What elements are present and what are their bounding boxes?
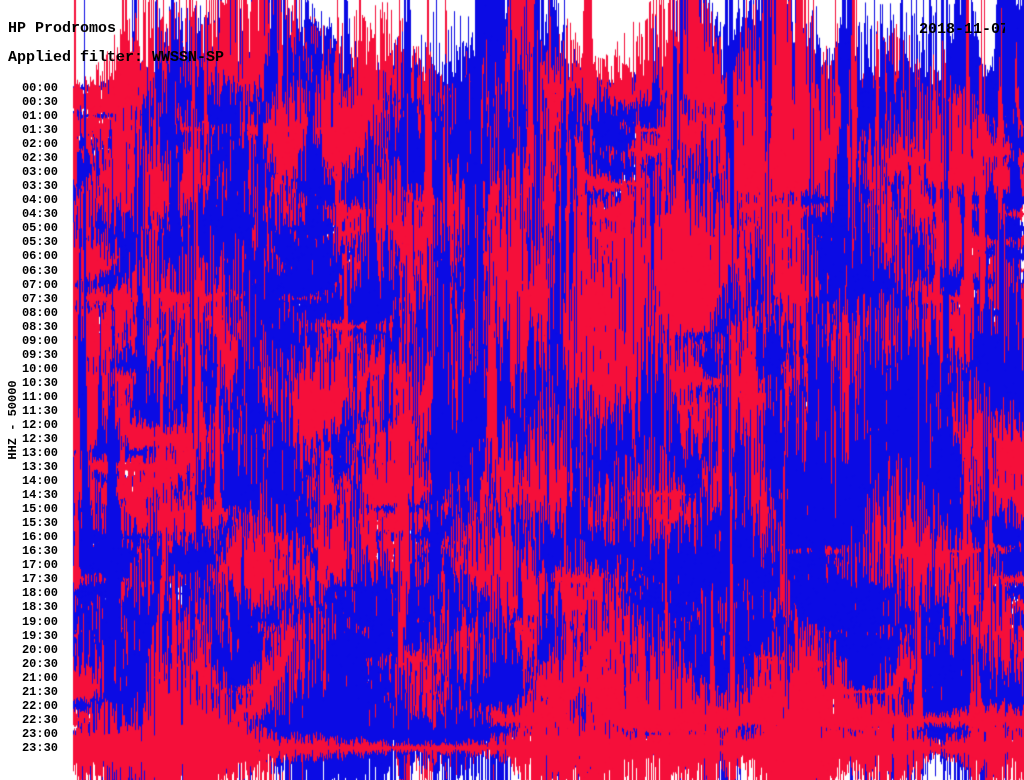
time-label: 04:00 <box>21 193 58 208</box>
time-label: 10:00 <box>21 361 58 376</box>
time-label: 08:30 <box>21 319 58 334</box>
time-label: 00:00 <box>21 81 58 95</box>
time-label: 06:30 <box>21 263 58 278</box>
time-label: 13:00 <box>21 446 58 461</box>
time-label: 17:30 <box>21 572 58 587</box>
time-label: 20:00 <box>21 642 58 657</box>
time-label: 07:00 <box>21 277 58 292</box>
time-label: 09:00 <box>21 333 58 348</box>
time-label: 07:30 <box>21 291 58 306</box>
time-label: 10:30 <box>21 375 58 390</box>
time-label: 22:30 <box>21 712 58 727</box>
time-label: 02:00 <box>21 137 58 152</box>
time-label: 21:00 <box>21 670 58 685</box>
time-label: 23:30 <box>21 740 58 755</box>
time-label: 09:30 <box>21 347 58 362</box>
time-label: 11:30 <box>21 403 58 418</box>
time-label: 13:30 <box>21 460 58 475</box>
time-label: 03:00 <box>21 165 58 180</box>
time-label: 00:30 <box>21 95 58 110</box>
time-label: 21:30 <box>21 684 58 699</box>
time-label: 04:30 <box>21 207 58 222</box>
time-label: 19:30 <box>21 628 58 643</box>
applied-filter-label: Applied filter: WWSSN-SP <box>8 49 225 66</box>
time-label: 15:30 <box>21 516 58 531</box>
time-label: 12:30 <box>21 432 58 446</box>
time-label: 14:30 <box>21 488 58 503</box>
time-label: 17:00 <box>21 558 58 573</box>
time-label: 06:00 <box>21 249 58 264</box>
time-label: 22:00 <box>21 698 58 713</box>
time-label: 16:00 <box>21 530 58 545</box>
station-title: HP Prodromos <box>8 20 117 37</box>
date-label: 2018-11-07 <box>919 22 1005 37</box>
time-label: 18:00 <box>21 586 58 601</box>
time-label: 18:30 <box>21 600 58 615</box>
time-label: 11:00 <box>21 389 58 404</box>
time-label: 05:30 <box>21 235 58 250</box>
time-axis: 00:00 00:30 01:00 01:30 02:00 02:30 03:00 03:30… <box>0 0 62 780</box>
time-label: 05:00 <box>21 221 58 236</box>
time-label: 01:30 <box>21 123 58 138</box>
time-label: 19:00 <box>21 614 58 629</box>
time-label: 16:30 <box>21 544 58 559</box>
time-label: 14:00 <box>21 474 58 489</box>
time-label: 23:00 <box>21 726 58 741</box>
time-label: 08:00 <box>21 305 58 320</box>
time-label: 02:30 <box>21 151 58 166</box>
time-label: 20:30 <box>21 656 58 671</box>
time-label: 03:30 <box>21 179 58 194</box>
time-label: 15:00 <box>21 502 58 517</box>
time-label: 01:00 <box>21 109 58 124</box>
time-label: 12:00 <box>21 417 58 432</box>
